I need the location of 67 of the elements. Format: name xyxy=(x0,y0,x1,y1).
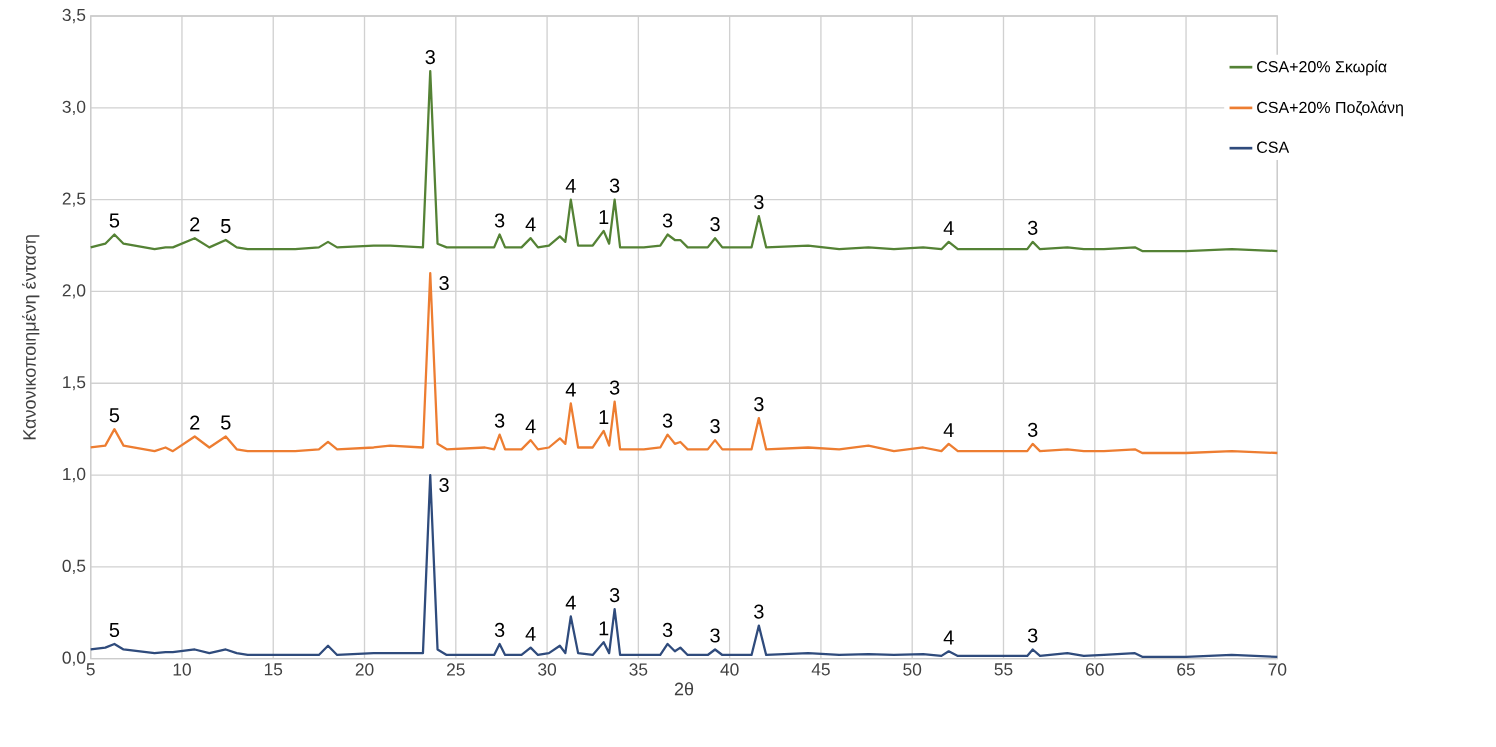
annotation: 1 xyxy=(599,410,609,425)
annotation: 3 xyxy=(710,217,720,232)
annotation: 3 xyxy=(710,419,720,434)
annotation: 3 xyxy=(609,178,620,193)
annotation: 3 xyxy=(754,195,764,210)
annotation: 5 xyxy=(221,415,231,430)
annotation: 1 xyxy=(599,210,609,225)
annotation: 1 xyxy=(599,621,609,636)
annotation: 3 xyxy=(1027,422,1038,438)
legend-label: CSA+20% Σκωρία xyxy=(1257,60,1387,76)
annotation: 5 xyxy=(221,219,231,234)
x-tick-label: 70 xyxy=(1268,663,1287,676)
annotation: 3 xyxy=(1027,220,1038,236)
x-tick-label: 65 xyxy=(1177,663,1195,676)
annotation: 2 xyxy=(190,415,200,430)
annotation: 3 xyxy=(494,623,505,638)
x-tick-label: 60 xyxy=(1086,663,1104,676)
annotation: 4 xyxy=(525,627,536,641)
annotation: 5 xyxy=(109,408,120,423)
x-tick-label: 45 xyxy=(811,663,830,676)
annotation: 4 xyxy=(943,630,954,645)
annotation: 3 xyxy=(494,213,505,228)
annotation: 4 xyxy=(565,179,576,193)
x-tick-label: 25 xyxy=(447,663,465,676)
annotation: 4 xyxy=(943,423,954,438)
y-tick-label: 1,0 xyxy=(63,468,86,483)
annotation: 3 xyxy=(494,413,505,428)
annotation: 4 xyxy=(565,382,576,397)
x-tick-label: 55 xyxy=(994,663,1013,676)
y-tick-label: 0,5 xyxy=(62,559,86,575)
annotation: 3 xyxy=(609,588,620,603)
annotation: 3 xyxy=(439,276,449,291)
annotation: 4 xyxy=(943,221,954,236)
annotation: 4 xyxy=(525,419,536,434)
annotation: 3 xyxy=(710,628,720,643)
annotation: 5 xyxy=(109,623,120,638)
x-tick-label: 35 xyxy=(629,663,648,676)
y-tick-label: 2,0 xyxy=(62,284,86,299)
annotation: 3 xyxy=(662,413,673,428)
annotation: 3 xyxy=(662,213,673,228)
x-tick-label: 15 xyxy=(264,663,283,676)
y-tick-label: 0,0 xyxy=(62,651,86,666)
annotation: 3 xyxy=(439,478,449,493)
annotation: 3 xyxy=(662,623,673,638)
annotation: 3 xyxy=(425,50,435,65)
y-tick-label: 2,5 xyxy=(62,192,86,207)
legend-label: CSA xyxy=(1257,141,1290,154)
x-axis-title: 2θ xyxy=(674,682,694,696)
annotation: 3 xyxy=(609,380,620,395)
y-tick-label: 3,5 xyxy=(62,9,86,24)
x-tick-label: 20 xyxy=(355,663,374,676)
y-axis-title: Κανονικοποιημένη ένταση xyxy=(22,235,40,440)
x-tick-label: 50 xyxy=(903,663,922,676)
annotation: 3 xyxy=(1027,628,1038,643)
annotation: 4 xyxy=(525,217,536,232)
y-tick-label: 3,0 xyxy=(62,100,86,116)
x-tick-label: 5 xyxy=(86,663,95,676)
legend-label: CSA+20% Ποζολάνη xyxy=(1257,101,1403,117)
x-tick-label: 10 xyxy=(173,663,191,676)
y-tick-label: 1,5 xyxy=(63,376,86,391)
annotation: 4 xyxy=(565,595,576,610)
annotation: 3 xyxy=(754,397,764,412)
x-tick-label: 40 xyxy=(720,663,739,676)
annotation: 3 xyxy=(754,604,764,619)
x-tick-label: 30 xyxy=(538,663,557,676)
annotation: 2 xyxy=(190,217,200,232)
annotation: 5 xyxy=(109,213,120,228)
